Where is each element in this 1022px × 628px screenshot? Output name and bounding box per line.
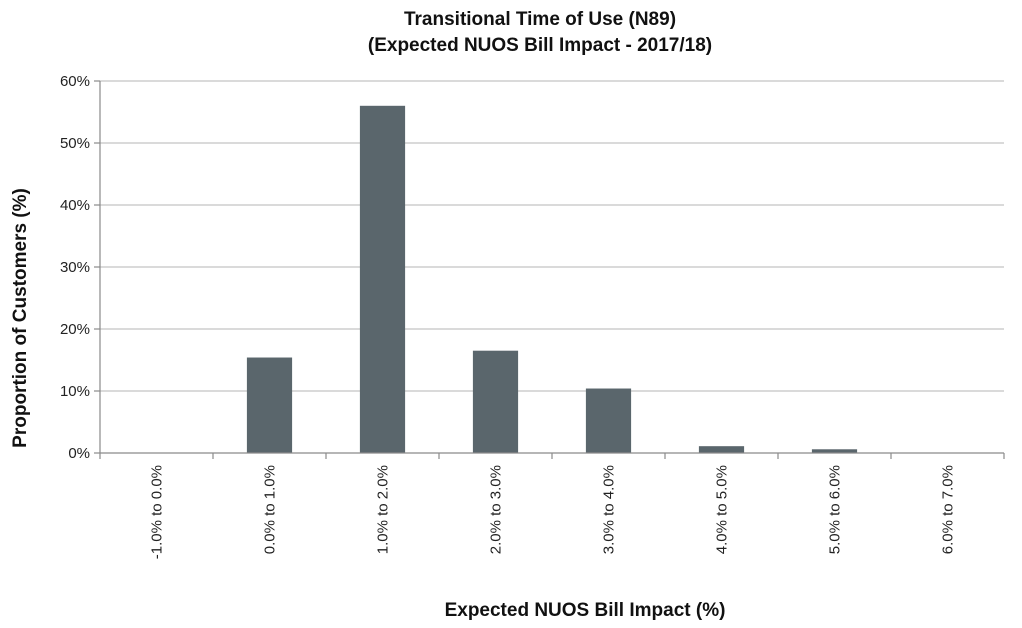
- x-tick-label: 0.0% to 1.0%: [262, 465, 279, 554]
- y-tick-labels: 0% 10% 20% 30% 40% 50% 60%: [60, 73, 90, 462]
- x-tick-labels: -1.0% to 0.0% 0.0% to 1.0% 1.0% to 2.0% 2.0…: [99, 453, 1005, 559]
- bar: [246, 357, 293, 453]
- bars: [246, 105, 858, 454]
- x-tick-label: 2.0% to 3.0%: [488, 465, 505, 554]
- chart-title: Transitional Time of Use (N89): [404, 9, 676, 30]
- y-tick-label: 10%: [60, 383, 90, 400]
- x-tick-label: -1.0% to 0.0%: [149, 465, 166, 559]
- bar: [585, 388, 632, 453]
- x-tick-label: 5.0% to 6.0%: [827, 465, 844, 554]
- chart-subtitle: (Expected NUOS Bill Impact - 2017/18): [368, 35, 712, 56]
- bar: [472, 350, 519, 453]
- x-tick-label: 1.0% to 2.0%: [375, 465, 392, 554]
- bar: [811, 449, 858, 453]
- y-tick-label: 30%: [60, 259, 90, 276]
- gridlines: [94, 80, 1004, 454]
- y-tick-label: 20%: [60, 321, 90, 338]
- y-axis-title: Proportion of Customers (%): [10, 188, 31, 448]
- x-axis-title: Expected NUOS Bill Impact (%): [445, 600, 726, 621]
- bar: [359, 105, 406, 454]
- x-tick-label: 4.0% to 5.0%: [714, 465, 731, 554]
- y-tick-label: 50%: [60, 135, 90, 152]
- x-tick-label: 3.0% to 4.0%: [601, 465, 618, 554]
- y-tick-label: 0%: [68, 445, 90, 462]
- x-tick-label: 6.0% to 7.0%: [940, 465, 957, 554]
- bar: [698, 446, 745, 453]
- y-tick-label: 60%: [60, 73, 90, 90]
- y-tick-label: 40%: [60, 197, 90, 214]
